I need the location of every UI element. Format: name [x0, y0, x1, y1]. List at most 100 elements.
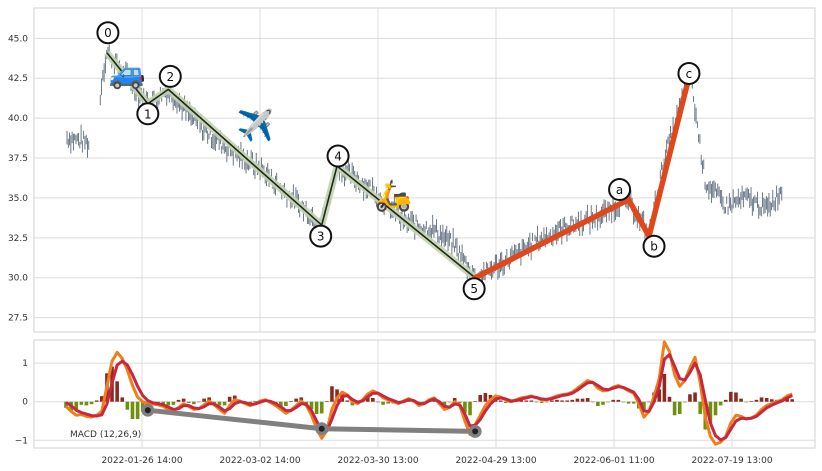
macd-histogram-bar [186, 401, 191, 403]
macd-histogram-bar [642, 401, 646, 412]
wave-marker-label: 5 [470, 282, 478, 296]
macd-histogram-bar [672, 401, 677, 416]
macd-histogram-bar [647, 401, 651, 403]
macd-histogram-bar [135, 401, 140, 419]
x-axis: 2022-01-26 14:00 2022-03-02 14:00 2022-03-… [101, 456, 772, 466]
macd-histogram-bar [468, 401, 472, 416]
macd-histogram-bar [94, 400, 99, 402]
macd-y-tick-label: −1 [15, 436, 28, 446]
divergence-point-inner [144, 407, 151, 414]
macd-histogram-bar [100, 396, 104, 402]
macd-histogram-bar [202, 398, 206, 402]
macd-histogram-bar [289, 401, 293, 402]
macd-histogram-bar [304, 401, 309, 404]
macd-histogram-bar [739, 398, 743, 402]
macd-histogram-bar [519, 399, 523, 402]
macd-y-tick-label: 0 [22, 398, 28, 408]
x-tick-label: 2022-06-01 11:00 [573, 456, 654, 466]
price-y-tick-label: 37.5 [8, 154, 28, 164]
macd-histogram-bar [197, 401, 201, 403]
macd-histogram-bar [478, 394, 483, 402]
wave-marker-circle [642, 234, 666, 258]
macd-histogram-bar [319, 401, 324, 414]
macd-histogram-bar [698, 401, 702, 415]
macd-lines [64, 340, 793, 446]
macd-series-line-signal [65, 353, 793, 442]
macd-y-tick-label: 1 [22, 359, 28, 369]
macd-histogram-bar [764, 398, 769, 402]
macd-histogram-bar [590, 401, 595, 403]
macd-y-axis: 1 0 −1 [15, 359, 29, 446]
macd-histogram-bar [284, 401, 288, 407]
wave-marker-circle [309, 224, 333, 248]
macd-histogram-bar [447, 401, 452, 403]
macd-histogram-bar [504, 401, 508, 403]
macd-histogram-bar [279, 401, 283, 407]
price-y-tick-label: 32.5 [8, 234, 28, 244]
macd-histogram-bar [555, 399, 559, 402]
macd-histogram-bar [452, 398, 457, 402]
wave-marker-circle [608, 178, 632, 202]
wave-marker-label: 2 [166, 70, 174, 84]
macd-histogram-bar [769, 399, 774, 402]
wave-marker-circle [158, 64, 182, 88]
macd-histogram-bar [345, 400, 350, 402]
macd-histogram-bar [729, 391, 733, 402]
macd-histogram-bar [365, 397, 370, 402]
macd-histogram-bar [723, 399, 728, 402]
macd-histogram-bar [483, 393, 488, 402]
price-y-tick-label: 27.5 [8, 314, 28, 324]
macd-histogram-bar [785, 398, 789, 402]
macd-histogram-bar [611, 399, 616, 402]
macd-histogram-bar [550, 400, 554, 402]
macd-histogram-bar [212, 401, 217, 403]
macd-histogram-bar [330, 386, 334, 402]
macd-histogram-bar [683, 401, 687, 403]
divergence-point-inner [472, 428, 479, 435]
wave-marker-label: b [650, 240, 658, 254]
macd-histogram-bar [161, 401, 165, 405]
x-tick-label: 2022-03-02 14:00 [219, 456, 300, 466]
macd-histogram-bar [575, 398, 580, 402]
wave-marker-circle [677, 61, 701, 85]
macd-histogram-bar [166, 401, 171, 406]
macd-histogram-bar [667, 396, 672, 402]
macd-histogram-bar [125, 401, 130, 410]
macd-histogram-bar [120, 397, 125, 402]
x-tick-label: 2022-04-29 13:00 [455, 456, 536, 466]
macd-histogram-bar [74, 401, 79, 410]
macd-histogram-bar [64, 401, 68, 408]
divergence-point-inner [318, 425, 325, 432]
macd-histogram-bar [713, 401, 718, 416]
emoji-layer: 🚙 ✈️ 🛵 [109, 56, 412, 214]
macd-histogram-bar [473, 401, 477, 402]
macd-histogram-bar [544, 401, 549, 403]
emoji-annotation: 🚙 [109, 56, 146, 91]
macd-histogram-bar [79, 401, 84, 405]
macd-divergence-line [141, 403, 482, 438]
wave-marker-label: 3 [317, 230, 325, 244]
macd-histogram-bar [181, 398, 186, 402]
macd-histogram-bar [325, 401, 329, 402]
macd-histogram-bar [192, 401, 196, 405]
macd-histogram-bar [89, 401, 94, 405]
macd-histogram-bar [759, 397, 764, 402]
macd-histogram-bar [524, 400, 529, 402]
macd-histogram-bar [171, 401, 176, 405]
macd-histogram-bar [458, 401, 462, 403]
macd-histogram-bar [693, 392, 697, 402]
macd-histogram-bar [616, 399, 621, 402]
wave-marker-label: 0 [104, 26, 112, 40]
wave-markers: 0 1 2 3 4 5 a b c [96, 21, 701, 301]
macd-histogram-bar [498, 400, 503, 402]
impulse-wave-line [106, 52, 476, 279]
wave-marker-label: 4 [334, 150, 342, 164]
price-y-axis: 45.0 42.5 40.0 37.5 35.0 32.5 30.0 27.5 [8, 34, 28, 323]
macd-histogram-bar [529, 400, 534, 402]
macd-histogram-bar [335, 389, 339, 402]
emoji-annotation: ✈️ [237, 107, 274, 144]
macd-histogram-bar [718, 401, 723, 406]
price-y-tick-label: 42.5 [8, 74, 28, 84]
macd-histogram-bar [381, 401, 385, 405]
macd-histogram-bar [662, 373, 667, 402]
